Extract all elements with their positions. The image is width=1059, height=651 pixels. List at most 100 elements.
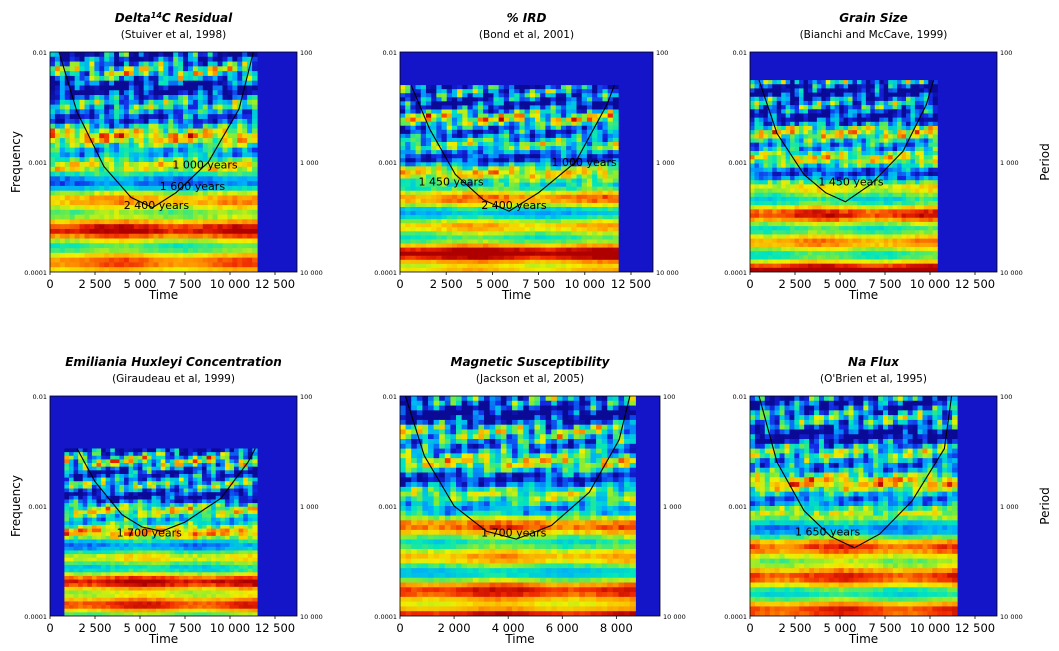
heatmap-cell: [883, 117, 889, 123]
heatmap-cell: [123, 128, 130, 134]
heatmap-cell: [550, 215, 557, 220]
heatmap-cell: [592, 194, 598, 200]
heatmap-cell: [84, 171, 91, 177]
heatmap-cell: [493, 259, 500, 265]
heatmap-cell: [799, 146, 805, 152]
heatmap-cell: [534, 174, 541, 180]
heatmap-cell: [436, 190, 443, 196]
heatmap-cell: [415, 190, 422, 196]
heatmap-cell: [560, 219, 567, 224]
heatmap-cell: [754, 184, 760, 190]
heatmap-cell: [799, 134, 805, 140]
heatmap-cell: [242, 104, 248, 110]
heatmap-cell: [64, 142, 71, 149]
heatmap-cell: [138, 243, 145, 249]
heatmap-cell: [232, 152, 238, 158]
heatmap-cell: [581, 162, 588, 167]
heatmap-cell: [436, 117, 443, 123]
heatmap-cell: [467, 178, 474, 184]
heatmap-cell: [597, 235, 604, 241]
heatmap-cell: [848, 125, 854, 131]
heatmap-cell: [472, 215, 479, 220]
heatmap-cell: [99, 243, 105, 249]
heatmap-cell: [467, 182, 474, 188]
heatmap-cell: [410, 243, 417, 249]
heatmap-cell: [566, 231, 572, 237]
heatmap-cell: [104, 267, 110, 272]
heatmap-cell: [467, 162, 474, 167]
heatmap-cell: [758, 121, 764, 127]
heatmap-cell: [834, 180, 840, 185]
heatmap-cell: [178, 162, 184, 168]
heatmap-cell: [790, 130, 796, 135]
heatmap-cell: [763, 184, 769, 190]
heatmap-cell: [207, 162, 214, 168]
heatmap-cell: [529, 125, 536, 131]
heatmap-cell: [550, 137, 557, 143]
heatmap-cell: [488, 259, 495, 265]
heatmap-cell: [566, 166, 572, 172]
heatmap-cell: [799, 92, 805, 98]
heatmap-cell: [431, 141, 437, 147]
heatmap-cell: [514, 227, 521, 232]
heatmap-cell: [566, 89, 572, 94]
heatmap-cell: [446, 121, 453, 127]
heatmap-cell: [861, 151, 867, 156]
heatmap-cell: [212, 142, 219, 149]
heatmap-cell: [477, 267, 484, 272]
heatmap-cell: [754, 117, 760, 123]
heatmap-cell: [524, 154, 531, 159]
heatmap-cell: [69, 166, 76, 173]
heatmap-cell: [163, 224, 169, 230]
heatmap-cell: [467, 259, 474, 265]
heatmap-cell: [906, 151, 912, 156]
heatmap-cell: [901, 167, 907, 173]
heatmap-cell: [932, 109, 938, 115]
heatmap-cell: [114, 66, 120, 72]
heatmap-cell: [163, 257, 169, 264]
heatmap-cell: [843, 130, 849, 135]
heatmap-cell: [252, 209, 258, 216]
heatmap-cell: [192, 252, 199, 259]
heatmap-cell: [493, 207, 500, 212]
heatmap-cell: [821, 146, 827, 152]
heatmap-cell: [785, 146, 791, 152]
heatmap-cell: [59, 214, 66, 220]
heatmap-cell: [592, 207, 598, 212]
heatmap-cell: [415, 141, 422, 147]
heatmap-cell: [612, 150, 619, 155]
heatmap-cell: [612, 178, 619, 184]
heatmap-cell: [242, 267, 248, 272]
heatmap-cell: [932, 180, 938, 185]
heatmap-cell: [928, 105, 934, 110]
heatmap-cell: [400, 239, 406, 245]
heatmap-cell: [457, 215, 463, 220]
heatmap-cell: [148, 71, 155, 77]
heatmap-cell: [467, 101, 474, 107]
heatmap-cell: [592, 235, 598, 241]
heatmap-cell: [84, 190, 91, 197]
heatmap-cell: [128, 200, 135, 206]
heatmap-cell: [104, 61, 110, 67]
heatmap-cell: [529, 202, 536, 208]
heatmap-cell: [607, 231, 614, 237]
heatmap-cell: [879, 88, 885, 94]
heatmap-cell: [488, 117, 495, 123]
heatmap-cell: [807, 92, 813, 98]
heatmap-cell: [790, 121, 796, 127]
heatmap-cell: [928, 171, 934, 177]
heatmap-cell: [451, 125, 458, 131]
heatmap-cell: [128, 147, 135, 154]
heatmap-cell: [566, 154, 572, 159]
heatmap-cell: [906, 176, 912, 181]
heatmap-cell: [581, 231, 588, 237]
heatmap-cell: [207, 71, 214, 77]
heatmap-cell: [803, 96, 809, 102]
heatmap-cell: [128, 109, 135, 115]
heatmap-cell: [119, 238, 125, 244]
heatmap-cell: [754, 180, 760, 185]
heatmap-cell: [451, 215, 458, 220]
heatmap-cell: [825, 96, 831, 102]
heatmap-cell: [874, 130, 880, 135]
heatmap-cell: [158, 56, 164, 63]
